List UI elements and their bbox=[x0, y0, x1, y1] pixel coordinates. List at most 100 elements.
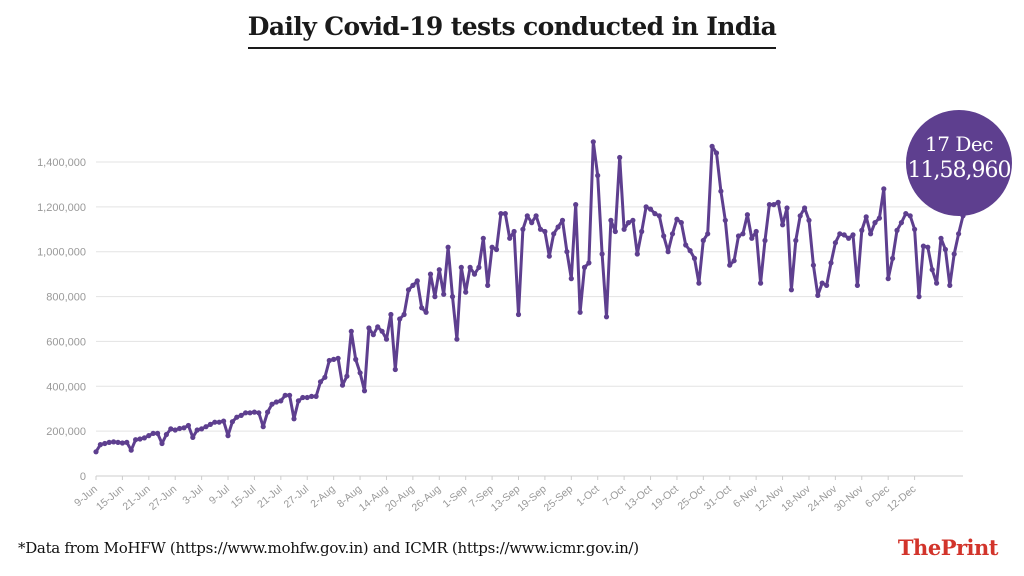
data-point bbox=[603, 314, 610, 320]
data-point bbox=[520, 226, 526, 232]
data-point bbox=[304, 394, 310, 401]
data-point bbox=[537, 226, 544, 232]
data-point bbox=[458, 264, 464, 270]
data-point bbox=[441, 291, 447, 297]
data-point bbox=[146, 433, 152, 439]
data-point bbox=[564, 249, 570, 255]
data-point bbox=[467, 264, 473, 270]
data-point bbox=[581, 264, 588, 270]
data-point bbox=[731, 258, 737, 264]
data-point bbox=[956, 231, 962, 237]
data-point bbox=[771, 202, 777, 208]
data-point bbox=[758, 280, 764, 286]
data-point bbox=[912, 226, 918, 232]
data-point bbox=[507, 235, 513, 241]
data-point bbox=[744, 212, 751, 218]
data-point bbox=[762, 237, 768, 244]
data-point bbox=[542, 228, 548, 235]
data-point bbox=[392, 366, 398, 373]
data-point bbox=[476, 264, 482, 270]
data-point bbox=[155, 430, 161, 436]
data-point bbox=[942, 246, 949, 253]
data-point bbox=[229, 419, 235, 425]
data-point bbox=[630, 217, 636, 223]
x-tick-label: 9-Jul bbox=[207, 483, 232, 507]
y-tick-label: 0 bbox=[80, 471, 86, 483]
data-point bbox=[876, 215, 883, 221]
data-point bbox=[397, 316, 403, 322]
x-tick-label: 25-Oct bbox=[675, 483, 707, 513]
data-point bbox=[124, 439, 130, 445]
y-tick-label: 1,000,000 bbox=[37, 247, 86, 259]
data-point bbox=[573, 202, 579, 208]
data-point bbox=[951, 251, 957, 257]
data-point bbox=[401, 311, 407, 318]
data-point bbox=[194, 427, 200, 433]
x-tick-label: 21-Jul bbox=[255, 483, 285, 511]
x-tick-label: 15-Jul bbox=[229, 483, 259, 511]
x-tick-label: 19-Sep bbox=[515, 483, 549, 514]
data-point bbox=[718, 188, 724, 194]
data-point bbox=[97, 442, 103, 448]
data-point bbox=[159, 440, 165, 447]
data-point bbox=[524, 213, 530, 219]
data-point bbox=[133, 437, 139, 443]
data-point bbox=[740, 231, 746, 237]
data-point bbox=[788, 287, 795, 293]
data-point bbox=[898, 220, 905, 226]
data-point bbox=[568, 276, 574, 282]
y-tick-label: 200,000 bbox=[46, 426, 86, 438]
data-point bbox=[837, 231, 843, 237]
data-point bbox=[300, 394, 306, 401]
data-point bbox=[150, 430, 156, 436]
data-point bbox=[493, 246, 500, 253]
data-point bbox=[885, 276, 891, 282]
data-point bbox=[502, 211, 508, 217]
data-point bbox=[102, 440, 108, 447]
data-point bbox=[766, 202, 773, 208]
data-point bbox=[634, 251, 640, 257]
x-tick-label: 3-Jul bbox=[180, 483, 205, 507]
data-point bbox=[907, 213, 913, 219]
data-point bbox=[938, 235, 944, 241]
data-point bbox=[419, 305, 425, 311]
latest-value-callout: 17 Dec 11,58,960 bbox=[906, 110, 1012, 216]
data-point bbox=[309, 393, 315, 399]
data-point bbox=[212, 419, 218, 425]
data-point bbox=[529, 220, 535, 226]
data-point bbox=[256, 410, 262, 416]
data-point bbox=[683, 242, 689, 248]
data-point bbox=[643, 204, 649, 210]
data-point bbox=[388, 311, 394, 318]
y-tick-label: 1,400,000 bbox=[37, 157, 86, 169]
data-point bbox=[929, 267, 935, 273]
data-point bbox=[423, 309, 429, 315]
x-tick-label: 1-Sep bbox=[440, 483, 469, 510]
data-point bbox=[700, 237, 706, 244]
data-point bbox=[705, 231, 711, 237]
x-tick-label: 26-Aug bbox=[410, 483, 444, 514]
data-point bbox=[920, 243, 927, 249]
data-point bbox=[639, 228, 645, 235]
data-point bbox=[221, 418, 227, 424]
data-point bbox=[335, 355, 341, 361]
data-point bbox=[824, 282, 830, 288]
source-footnote: *Data from MoHFW (https://www.mohfw.gov.… bbox=[18, 539, 639, 557]
y-axis: 0 200,000 400,000 600,000 800,000 1,000,000 1,… bbox=[37, 157, 86, 483]
data-point bbox=[370, 332, 376, 338]
x-tick-label: 20-Aug bbox=[383, 483, 417, 514]
data-point bbox=[313, 393, 319, 399]
data-point bbox=[947, 282, 953, 288]
data-point bbox=[832, 240, 839, 246]
x-tick-label: 31-Oct bbox=[702, 483, 734, 513]
data-point bbox=[405, 287, 412, 293]
data-point bbox=[815, 292, 821, 298]
data-point bbox=[322, 374, 328, 380]
data-point bbox=[172, 427, 178, 433]
data-point bbox=[247, 410, 253, 416]
data-point bbox=[379, 328, 385, 334]
data-point bbox=[850, 232, 856, 238]
x-tick-label: 1-Oct bbox=[574, 483, 601, 509]
data-point bbox=[652, 211, 658, 217]
data-points bbox=[93, 139, 966, 455]
